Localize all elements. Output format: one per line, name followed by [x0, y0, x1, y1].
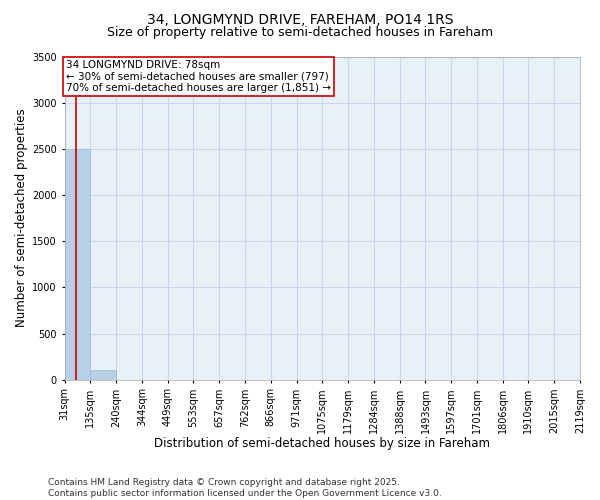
Bar: [65, 149, 90, 380]
Text: 34 LONGMYND DRIVE: 78sqm
← 30% of semi-detached houses are smaller (797)
70% of : 34 LONGMYND DRIVE: 78sqm ← 30% of semi-d…: [66, 60, 331, 93]
Text: Contains HM Land Registry data © Crown copyright and database right 2025.
Contai: Contains HM Land Registry data © Crown c…: [48, 478, 442, 498]
Text: 34, LONGMYND DRIVE, FAREHAM, PO14 1RS: 34, LONGMYND DRIVE, FAREHAM, PO14 1RS: [147, 12, 453, 26]
Bar: [90, 370, 116, 380]
X-axis label: Distribution of semi-detached houses by size in Fareham: Distribution of semi-detached houses by …: [154, 437, 490, 450]
Text: Size of property relative to semi-detached houses in Fareham: Size of property relative to semi-detach…: [107, 26, 493, 39]
Y-axis label: Number of semi-detached properties: Number of semi-detached properties: [15, 109, 28, 328]
